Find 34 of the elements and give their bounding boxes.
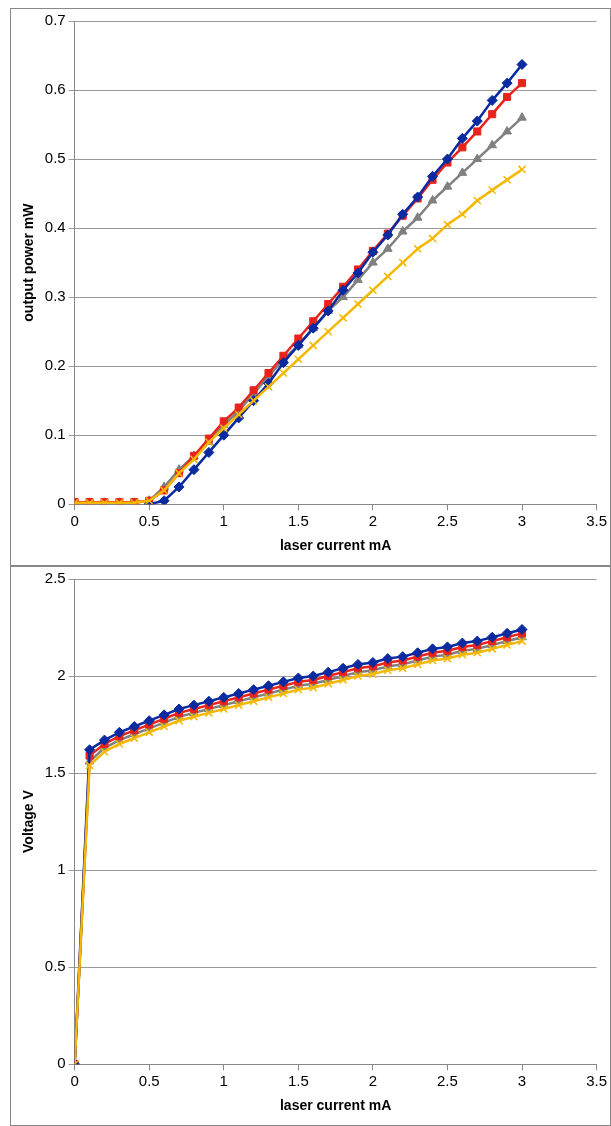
x-tick-label: 2	[368, 512, 378, 530]
x-tick-label: 0.5	[138, 512, 160, 530]
x-tick-label: 2.5	[437, 1072, 458, 1090]
x-tick-label: 1	[219, 1072, 228, 1090]
x-tick-label: 3.5	[586, 1072, 607, 1090]
x-axis-title: laser current mA	[279, 537, 392, 554]
x-tick-label: 0	[70, 1072, 79, 1090]
y-tick-label: 0.5	[44, 149, 66, 167]
y-tick-label: 1.5	[44, 763, 66, 781]
y-tick-label: 0	[57, 1054, 66, 1072]
x-tick-label: 2	[368, 1072, 378, 1090]
y-tick-label: 0.3	[44, 287, 66, 305]
y-axis-title: output power mW	[20, 202, 37, 322]
x-tick-label: 0	[70, 512, 79, 530]
y-tick-label: 2	[57, 666, 66, 684]
y-tick-label: 1	[57, 860, 66, 878]
x-axis-title: laser current mA	[279, 1097, 392, 1114]
y-tick-label: 2.5	[44, 569, 66, 587]
y-tick-label: 0.6	[44, 80, 66, 98]
x-tick-label: 2.5	[437, 512, 458, 530]
y-tick-label: 0.1	[44, 425, 66, 443]
y-tick-label: 0.7	[44, 11, 66, 29]
x-tick-label: 0.5	[138, 1072, 160, 1090]
x-tick-label: 1.5	[287, 1072, 309, 1090]
y-tick-label: 0	[57, 494, 66, 512]
x-tick-label: 3	[517, 512, 527, 530]
x-tick-label: 1	[219, 512, 228, 530]
x-tick-label: 3.5	[586, 512, 607, 530]
x-tick-label: 1.5	[287, 512, 309, 530]
y-tick-label: 0.5	[44, 957, 66, 975]
x-tick-label: 3	[517, 1072, 527, 1090]
y-tick-label: 0.2	[44, 356, 66, 374]
y-tick-label: 0.4	[44, 218, 66, 236]
y-axis-title: Voltage V	[20, 789, 37, 853]
